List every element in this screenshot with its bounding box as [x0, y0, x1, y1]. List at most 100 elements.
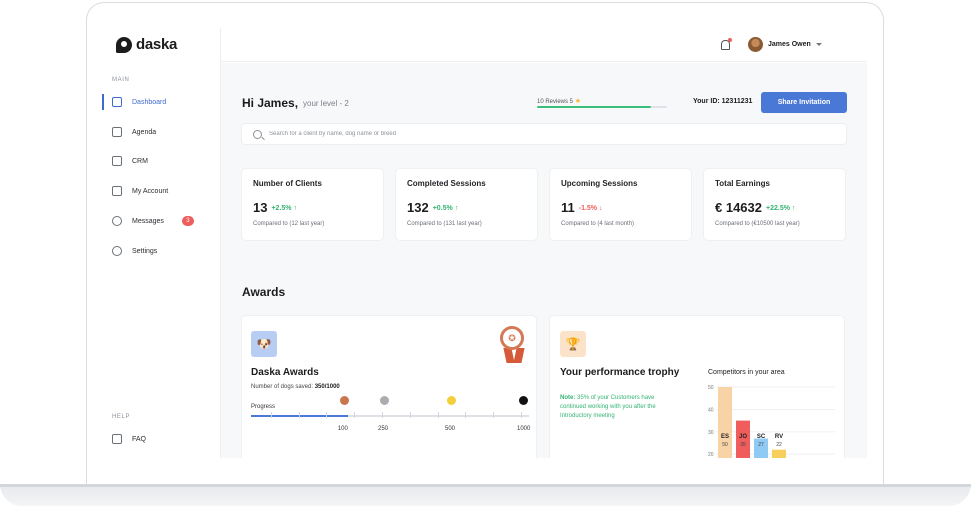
stat-comparison: Compared to (12 last year) — [253, 221, 325, 227]
milestone-label: 100 — [337, 426, 348, 432]
notification-dot — [728, 38, 732, 42]
search-input[interactable] — [269, 131, 769, 137]
category-label: RV — [775, 434, 783, 440]
y-tick-label: 30 — [708, 430, 714, 436]
bar-es — [718, 387, 732, 458]
sidebar-item-crm[interactable]: CRM — [102, 152, 220, 170]
progress-tick — [270, 412, 272, 418]
milestone-badge-icon — [447, 396, 456, 405]
user-level: your level - 2 — [303, 99, 349, 108]
main-content: Hi James, your level - 2 10 Reviews 5 ★ … — [221, 63, 867, 458]
laptop-base-edge — [0, 484, 971, 487]
daska-awards-title: Daska Awards — [251, 367, 319, 378]
logo-text: daska — [136, 36, 178, 53]
search-icon — [253, 129, 262, 139]
awards-heading: Awards — [242, 285, 286, 299]
milestone-badge-icon — [339, 396, 349, 405]
chevron-down-icon[interactable] — [816, 43, 822, 46]
user-id: Your ID: 12311231 — [693, 98, 753, 105]
progress-tick — [298, 412, 300, 418]
star-icon: ★ — [574, 98, 581, 105]
y-tick-label: 50 — [708, 385, 714, 391]
sidebar-item-faq[interactable]: FAQ — [102, 430, 220, 448]
sidebar-item-label: Agenda — [132, 128, 157, 136]
stat-value: 11 -1.5% ↓ — [561, 200, 603, 215]
laptop-base — [0, 484, 971, 506]
stat-comparison: Compared to (131 last year) — [407, 221, 482, 227]
category-label: SC — [757, 434, 766, 440]
stat-card-clients: Number of Clients 13 +2.5% ↑ Compared to … — [241, 168, 384, 241]
stat-card-upcoming-sessions: Upcoming Sessions 11 -1.5% ↓ Compared to … — [549, 168, 692, 241]
stat-comparison: Compared to (€10500 last year) — [715, 221, 800, 227]
chat-bubble-icon — [112, 216, 122, 226]
competitors-chart-title: Competitors in your area — [708, 369, 785, 376]
milestone-badge-icon — [519, 396, 528, 405]
main-section-label: MAIN — [112, 77, 130, 83]
reviews-text: 10 Reviews 5 — [537, 99, 574, 105]
account-icon — [112, 186, 122, 196]
logo[interactable]: daska — [116, 36, 177, 53]
messages-badge: 3 — [181, 216, 194, 226]
top-bar: James Owen — [221, 28, 867, 62]
milestone-label: 1000 — [517, 426, 531, 432]
sidebar-item-settings[interactable]: Settings — [102, 242, 220, 260]
help-section-label: HELP — [112, 414, 131, 420]
stat-card-completed-sessions: Completed Sessions 132 +0.5% ↑ Compared t… — [395, 168, 538, 241]
stat-delta: +22.5% ↑ — [766, 205, 796, 213]
milestone-label: 500 — [445, 426, 456, 432]
stat-value: 132 +0.5% ↑ — [407, 200, 459, 215]
stat-comparison: Compared to (4 last month) — [561, 221, 635, 227]
share-invitation-button[interactable]: Share Invitation — [761, 92, 847, 113]
bell-icon[interactable] — [721, 40, 730, 50]
reviews-progress-bar — [537, 106, 667, 108]
sidebar-item-label: Dashboard — [132, 98, 167, 106]
y-tick-label: 20 — [708, 452, 714, 458]
greeting-title: Hi James, — [242, 96, 299, 110]
table-icon — [112, 156, 122, 166]
value-label: 50 — [722, 442, 728, 448]
progress-tick — [493, 412, 495, 418]
app-screen: daska MAIN Dashboard Agenda CRM My Accou… — [102, 28, 867, 458]
progress-tick — [409, 412, 411, 418]
progress-tick — [326, 412, 328, 418]
dogs-saved-count: Number of dogs saved: 350/1000 — [251, 384, 340, 390]
awards-progress-bar — [251, 415, 529, 417]
sidebar: daska MAIN Dashboard Agenda CRM My Accou… — [102, 28, 221, 458]
category-label: JO — [739, 434, 747, 440]
stat-title: Total Earnings — [715, 179, 770, 188]
value-label: 22 — [776, 442, 782, 448]
reviews-label: 10 Reviews 5 ★ — [537, 97, 581, 105]
sidebar-item-dashboard[interactable]: Dashboard — [102, 93, 220, 111]
search-bar[interactable] — [241, 123, 847, 145]
sidebar-item-label: Settings — [132, 247, 158, 255]
trophy-note: Note: 35% of your Customers have continu… — [560, 395, 656, 419]
milestone-badge-icon — [380, 396, 389, 405]
user-name[interactable]: James Owen — [768, 41, 811, 48]
ribbon-right — [513, 348, 525, 363]
sidebar-item-label: My Account — [132, 187, 169, 195]
gear-icon — [112, 246, 122, 256]
bar-jo — [736, 420, 750, 458]
stat-title: Number of Clients — [253, 179, 322, 188]
progress-tick — [354, 412, 356, 418]
sidebar-item-label: CRM — [132, 157, 148, 165]
calendar-icon — [112, 127, 122, 137]
sidebar-item-my-account[interactable]: My Account — [102, 182, 220, 200]
sidebar-item-label: Messages — [132, 217, 164, 225]
sidebar-item-messages[interactable]: Messages 3 — [102, 212, 220, 230]
awards-progress-fill — [251, 415, 349, 417]
value-label: 35 — [740, 442, 746, 448]
stat-delta: +2.5% ↑ — [271, 205, 297, 213]
faq-icon — [112, 434, 122, 444]
bar-sc — [754, 438, 768, 458]
sidebar-item-agenda[interactable]: Agenda — [102, 123, 220, 141]
milestone-label: 250 — [378, 426, 389, 432]
dog-icon: 🐶 — [251, 331, 277, 357]
progress-label: Progress — [251, 404, 276, 410]
avatar[interactable] — [748, 37, 763, 52]
daska-awards-card: 🐶 ✪ Daska Awards Number of dogs saved: 3… — [241, 315, 537, 458]
progress-tick — [437, 412, 439, 418]
progress-tick — [382, 412, 383, 418]
category-label: ES — [721, 434, 729, 440]
daska-logo-icon — [116, 36, 132, 53]
